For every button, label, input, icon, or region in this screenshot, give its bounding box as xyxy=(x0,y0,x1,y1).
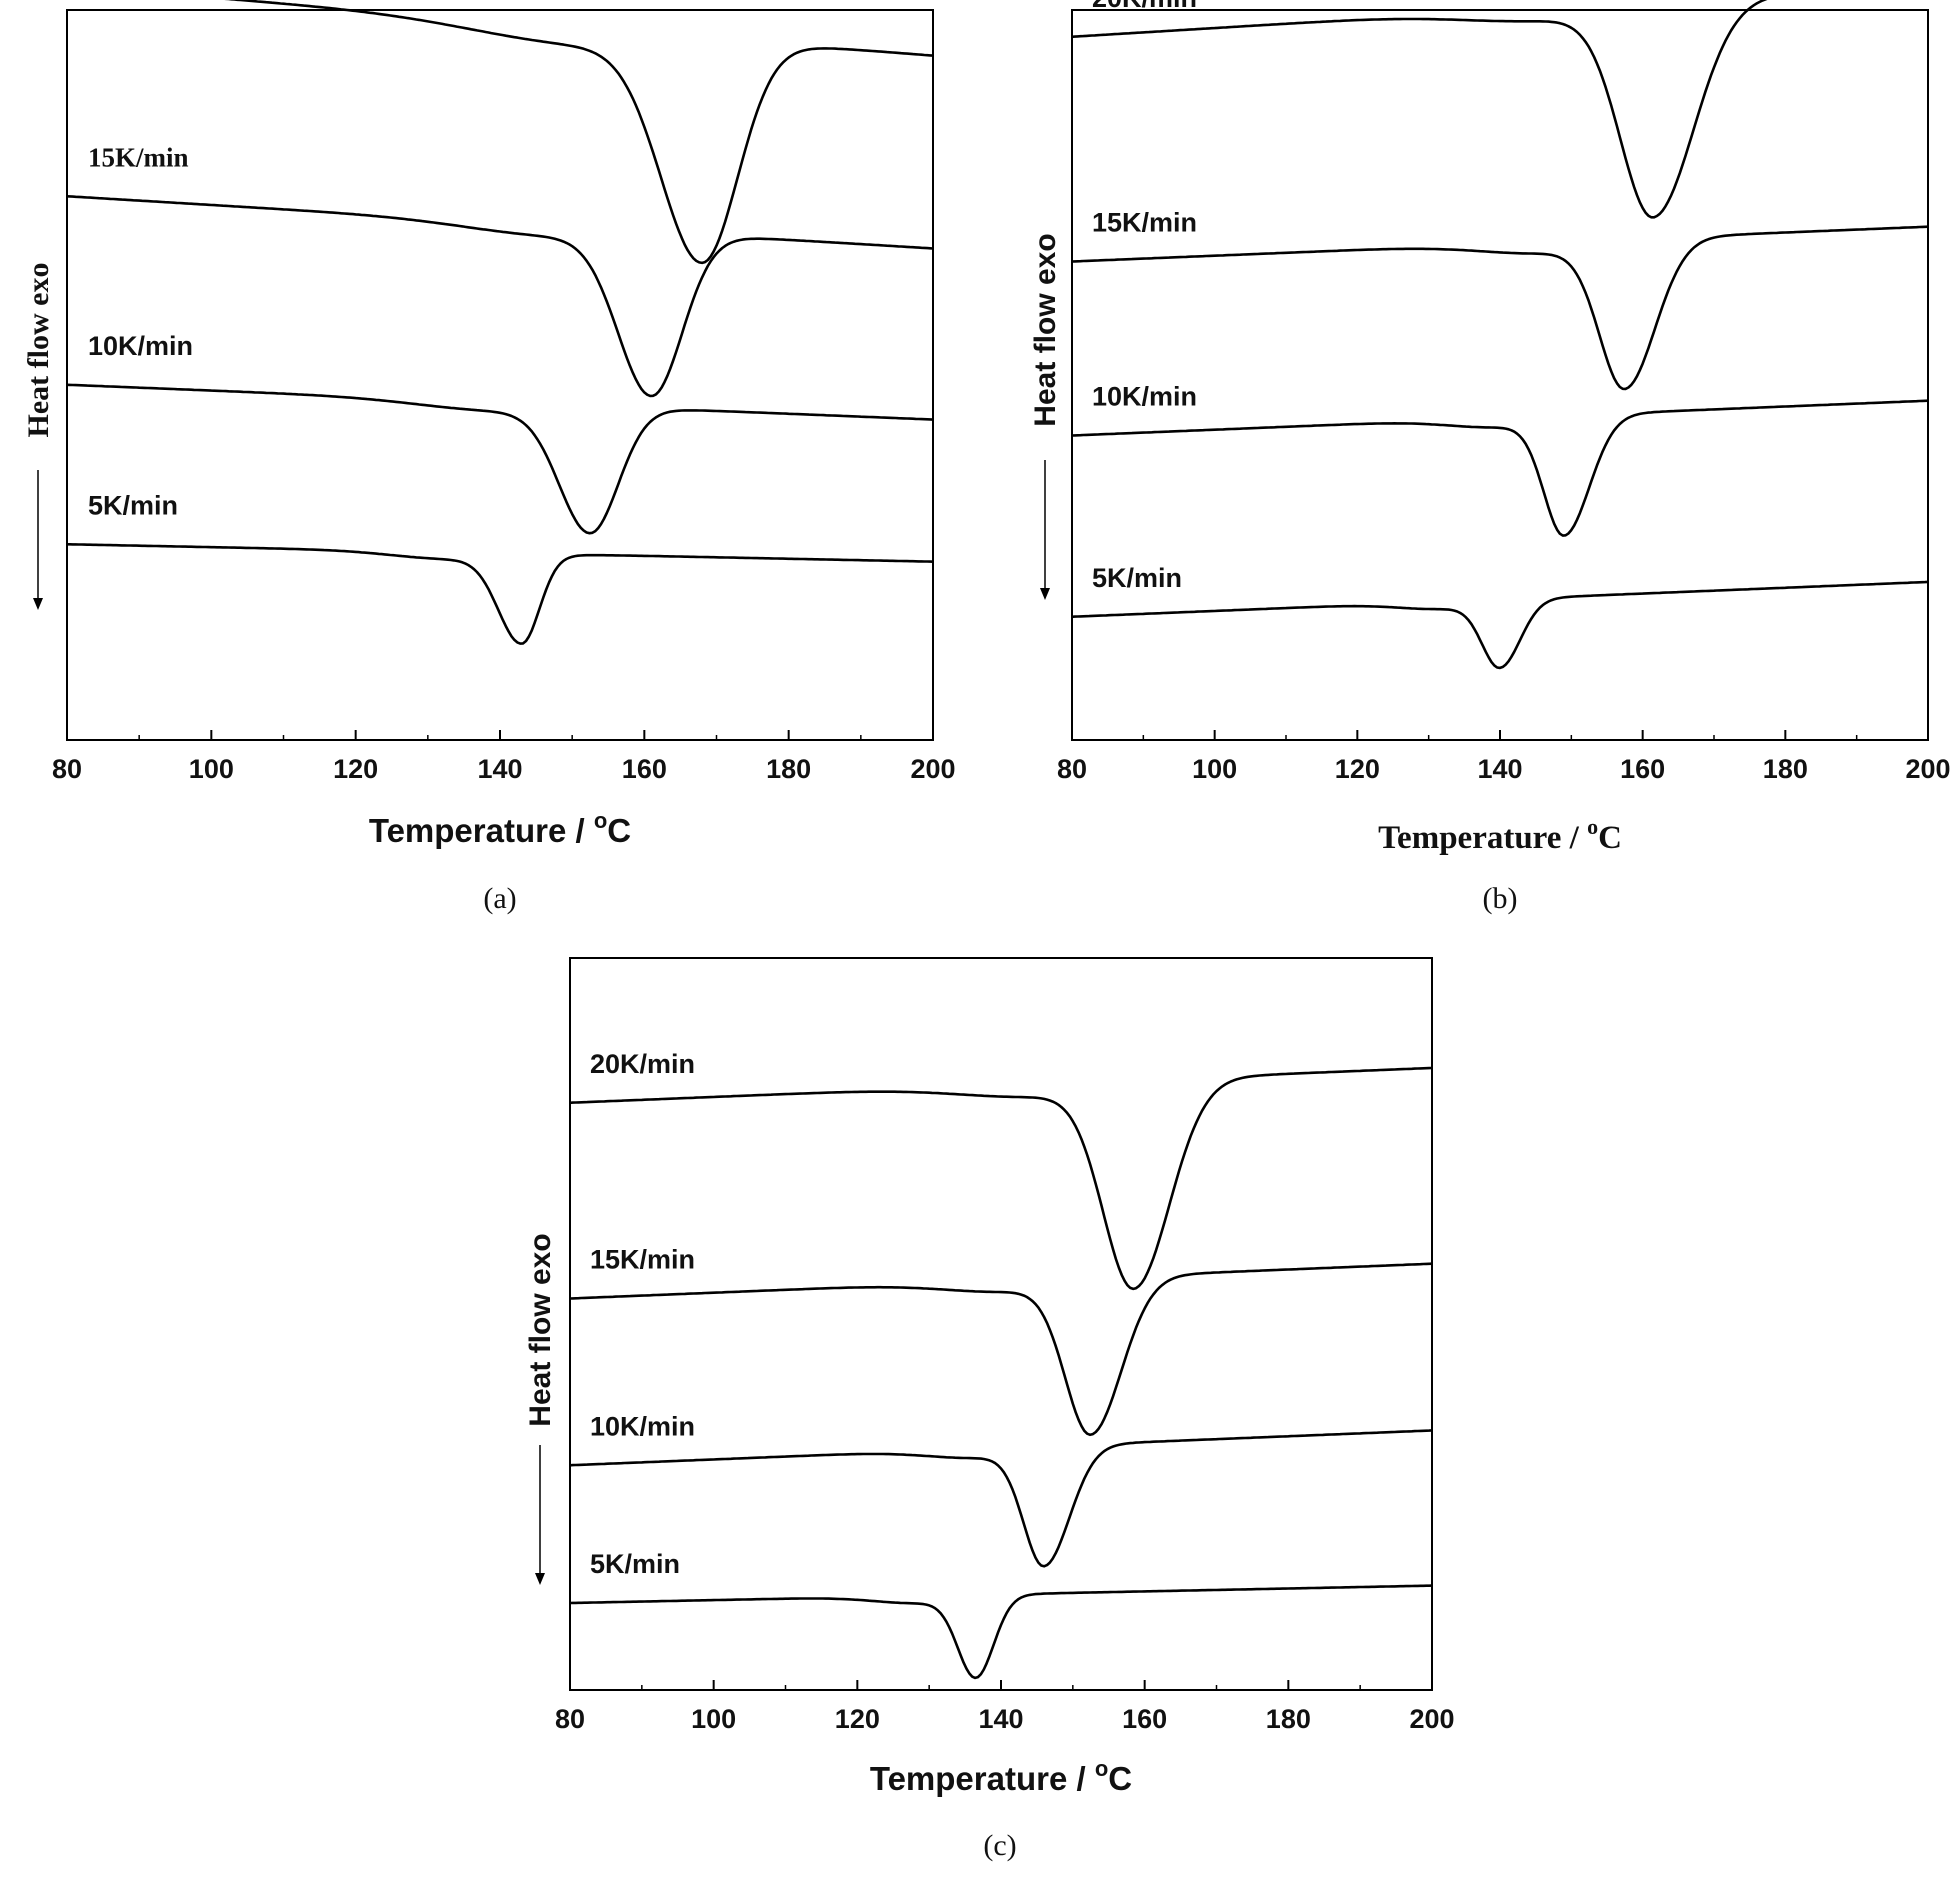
series-line-15k-min xyxy=(66,195,934,398)
arrow-down-icon xyxy=(33,598,43,610)
series-label: 5K/min xyxy=(88,490,178,520)
x-tick-label: 80 xyxy=(555,1704,585,1734)
series-line-10k-min xyxy=(66,383,934,535)
series-line-5k-min xyxy=(1071,580,1929,670)
x-tick-label: 120 xyxy=(835,1704,880,1734)
series-label: 15K/min xyxy=(590,1245,695,1275)
series-line-10k-min xyxy=(1071,399,1929,537)
x-tick-label: 140 xyxy=(978,1704,1023,1734)
series-line-10k-min xyxy=(569,1429,1433,1568)
series-line-5k-min xyxy=(67,543,934,645)
x-tick-label: 160 xyxy=(1122,1704,1167,1734)
x-tick-label: 80 xyxy=(1057,754,1087,784)
plot-frame xyxy=(569,957,1433,1691)
chart-panel-a: 8010012014016018020020K/min15K/min10K/mi… xyxy=(22,0,956,915)
x-tick-label: 200 xyxy=(1905,754,1950,784)
series-label: 10K/min xyxy=(590,1411,695,1441)
panel-caption: (c) xyxy=(983,1829,1016,1862)
series-label: 10K/min xyxy=(88,331,193,361)
series-label: 5K/min xyxy=(1092,563,1182,593)
x-tick-label: 100 xyxy=(1192,754,1237,784)
arrow-down-icon xyxy=(1040,588,1050,600)
series-line-20k-min xyxy=(569,1066,1433,1291)
x-tick-label: 120 xyxy=(333,754,378,784)
x-tick-label: 180 xyxy=(1266,1704,1311,1734)
chart-panel-b: 80 100 120 140 160 180 200 20K/min 15K/min 10K/mi… xyxy=(1029,0,1951,915)
series-line-20k-min xyxy=(224,0,934,265)
series-line-20k-min xyxy=(1071,0,1768,219)
series-label: 20K/min xyxy=(1092,0,1197,13)
x-axis-title: Temperature / oC xyxy=(1378,814,1622,856)
plot-frame xyxy=(1071,9,1929,741)
arrow-down-icon xyxy=(535,1573,545,1585)
x-tick-label: 140 xyxy=(477,754,522,784)
x-tick-label: 120 xyxy=(1335,754,1380,784)
x-tick-label: 100 xyxy=(691,1704,736,1734)
series-line-5k-min xyxy=(569,1584,1433,1680)
panel-caption: (a) xyxy=(483,882,516,915)
series-label: 20K/min xyxy=(590,1049,695,1079)
x-tick-label: 200 xyxy=(910,754,955,784)
y-axis-title: Heat flow exo xyxy=(1029,233,1062,426)
x-tick-label: 180 xyxy=(1763,754,1808,784)
series-label: 15K/min xyxy=(1092,208,1197,238)
y-axis-title: Heat flow exo xyxy=(22,263,55,438)
chart-panel-c: 80 100 120 140 160 180 200 20K/min 15K/min 10K/mi… xyxy=(524,957,1455,1862)
series-label: 10K/min xyxy=(1092,382,1197,412)
x-tick-label: 80 xyxy=(52,754,82,784)
series-line-15k-min xyxy=(1071,225,1929,391)
x-tick-label: 180 xyxy=(766,754,811,784)
x-axis-title: Temperature / oC xyxy=(369,808,631,849)
x-tick-label: 160 xyxy=(622,754,667,784)
y-axis-title: Heat flow exo xyxy=(524,1233,557,1426)
x-tick-label: 160 xyxy=(1620,754,1665,784)
series-label: 5K/min xyxy=(590,1549,680,1579)
x-tick-label: 100 xyxy=(189,754,234,784)
series-label: 15K/min xyxy=(88,142,189,172)
x-tick-label: 140 xyxy=(1477,754,1522,784)
plot-frame xyxy=(66,9,934,741)
x-axis-title: Temperature / oC xyxy=(870,1756,1132,1797)
panel-caption: (b) xyxy=(1483,882,1518,915)
x-tick-label: 200 xyxy=(1409,1704,1454,1734)
series-line-15k-min xyxy=(569,1262,1433,1437)
